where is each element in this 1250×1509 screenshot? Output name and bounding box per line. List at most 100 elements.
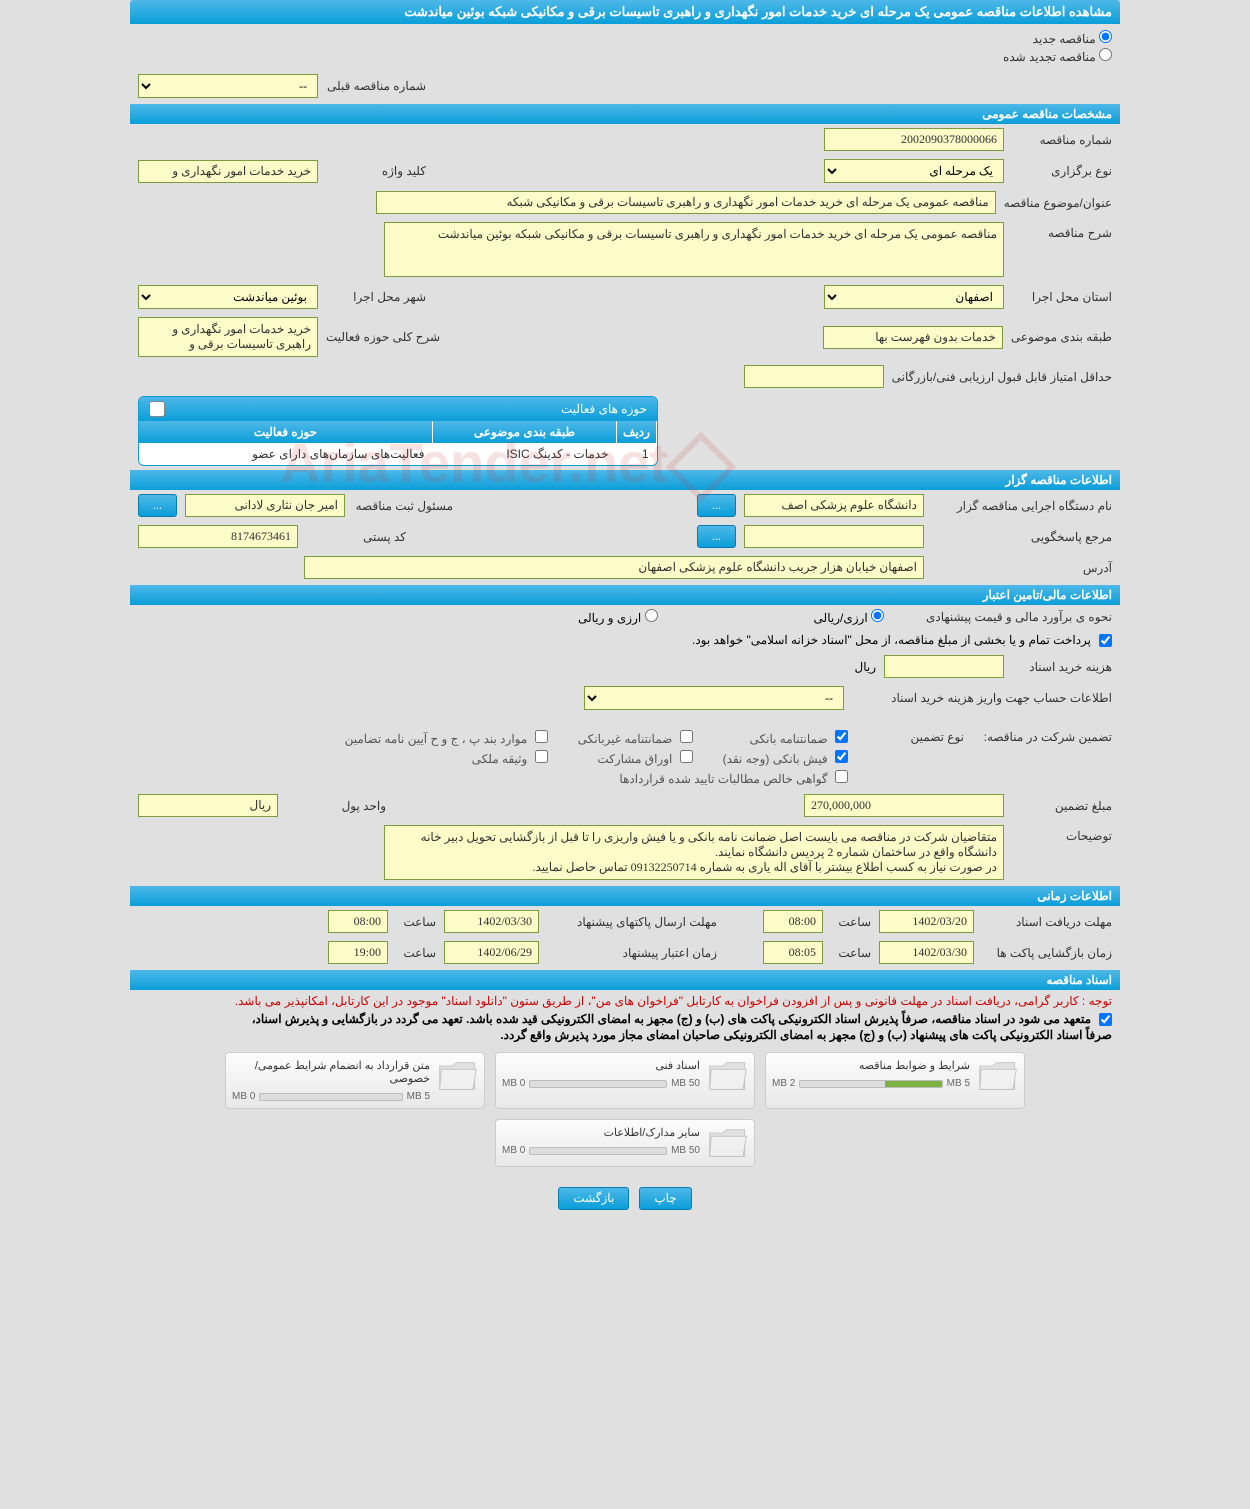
chk-bank-guarantee[interactable]: ضمانتنامه بانکی <box>723 730 848 746</box>
doc-total: 50 MB <box>671 1145 700 1156</box>
category-input[interactable] <box>823 326 1003 349</box>
contact-lookup-button[interactable]: ... <box>697 525 736 548</box>
keyword-label: کلید واژه <box>326 164 426 178</box>
table-row: 1 خدمات - کدینگ ISIC فعالیت‌های سازمان‌ه… <box>139 443 657 465</box>
doc-title: سایر مدارک/اطلاعات <box>502 1126 700 1139</box>
min-score-input[interactable] <box>744 365 884 388</box>
radio-new-label: مناقصه جدید <box>1033 32 1096 46</box>
time-label-2: ساعت <box>396 915 436 929</box>
back-button[interactable]: بازگشت <box>558 1187 629 1210</box>
guarantee-amount-input[interactable] <box>804 794 1004 817</box>
activity-desc-textarea[interactable]: خرید خدمات امور نگهداری و راهبری تاسیسات… <box>138 317 318 357</box>
validity-date[interactable] <box>444 941 539 964</box>
validity-time[interactable] <box>328 941 388 964</box>
chk-securities[interactable]: اوراق مشارکت <box>578 750 693 766</box>
doc-cost-input[interactable] <box>884 655 1004 678</box>
chk-nonbank-guarantee[interactable]: ضمانتنامه غیربانکی <box>578 730 693 746</box>
doc-used: 0 MB <box>232 1091 255 1102</box>
radio-currency[interactable]: ارزی و ریالی <box>578 609 658 625</box>
registrar-input[interactable] <box>185 494 345 517</box>
keyword-input[interactable] <box>138 160 318 183</box>
notes-label: توضیحات <box>1012 825 1112 843</box>
contact-label: مرجع پاسخگویی <box>932 530 1112 544</box>
currency-unit-input[interactable] <box>138 794 278 817</box>
folder-icon <box>978 1059 1018 1093</box>
registrar-label: مسئول ثبت مناقصه <box>353 499 453 513</box>
doc-total: 5 MB <box>947 1078 970 1089</box>
chk-property[interactable]: وثیقه ملکی <box>345 750 548 766</box>
prev-tender-select[interactable]: -- <box>138 74 318 98</box>
doc-receive-label: مهلت دریافت اسناد <box>982 915 1112 929</box>
payment-checkbox[interactable] <box>1099 634 1112 647</box>
notes-textarea[interactable]: متقاضیان شرکت در مناقصه می بایست اصل ضما… <box>384 825 1004 880</box>
chk-bylaw[interactable]: موارد بند پ ، ج و ح آیین نامه تضامین <box>345 730 548 746</box>
packet-send-date[interactable] <box>444 910 539 933</box>
folder-icon <box>708 1126 748 1160</box>
progress-bar <box>529 1147 667 1155</box>
holding-type-select[interactable]: یک مرحله ای <box>824 159 1004 183</box>
doc-title: اسناد فنی <box>502 1059 700 1072</box>
print-button[interactable]: چاپ <box>639 1187 691 1210</box>
postal-input[interactable] <box>138 525 298 548</box>
doc-total: 50 MB <box>671 1078 700 1089</box>
folder-icon <box>708 1059 748 1093</box>
description-textarea[interactable]: مناقصه عمومی یک مرحله ای خرید خدمات امور… <box>384 222 1004 277</box>
min-score-label: حداقل امتیاز قابل قبول ارزیابی فنی/بازرگ… <box>892 370 1112 384</box>
red-note: توجه : کاربر گرامی، دریافت اسناد در مهلت… <box>130 990 1120 1012</box>
activity-desc-label: شرح کلی حوزه فعالیت <box>326 330 440 344</box>
doc-cost-label: هزینه خرید اسناد <box>1012 660 1112 674</box>
doc-used: 0 MB <box>502 1145 525 1156</box>
doc-receive-date[interactable] <box>879 910 974 933</box>
doc-receive-time[interactable] <box>763 910 823 933</box>
doc-used: 0 MB <box>502 1078 525 1089</box>
account-label: اطلاعات حساب جهت واریز هزینه خرید اسناد <box>852 691 1112 705</box>
registrar-lookup-button[interactable]: ... <box>138 494 177 517</box>
doc-card[interactable]: شرایط و ضوابط مناقصه5 MB2 MB <box>765 1052 1025 1109</box>
exec-org-lookup-button[interactable]: ... <box>697 494 736 517</box>
black-note-2: صرفاً اسناد الکترونیکی پاکت های پیشنهاد … <box>130 1026 1120 1044</box>
subject-input[interactable] <box>376 191 996 214</box>
black-note-1: متعهد می شود در اسناد مناقصه، صرفاً پذیر… <box>252 1012 1091 1026</box>
time-label-1: ساعت <box>831 915 871 929</box>
radio-renewed-tender[interactable]: مناقصه تجدید شده <box>138 48 1112 64</box>
doc-card[interactable]: سایر مدارک/اطلاعات 50 MB 0 MB <box>495 1119 755 1167</box>
opening-date[interactable] <box>879 941 974 964</box>
tender-no-input[interactable] <box>824 128 1004 151</box>
account-select[interactable]: -- <box>584 686 844 710</box>
th-field: حوزه فعالیت <box>139 421 432 443</box>
subject-label: عنوان/موضوع مناقصه <box>1004 196 1112 210</box>
address-label: آدرس <box>932 561 1112 575</box>
currency-unit-label: واحد پول <box>286 799 386 813</box>
progress-bar <box>799 1080 942 1088</box>
doc-cost-unit: ریال <box>854 660 876 674</box>
payment-note: پرداخت تمام و یا بخشی از مبلغ مناقصه، از… <box>692 633 1091 647</box>
chk-net-receivables[interactable]: گواهی خالص مطالبات تایید شده قراردادها <box>345 770 848 786</box>
exec-org-input[interactable] <box>744 494 924 517</box>
commitment-checkbox[interactable] <box>1099 1013 1112 1026</box>
doc-card[interactable]: متن قرارداد به انضمام شرایط عمومی/خصوصی5… <box>225 1052 485 1109</box>
chk-bank-receipt[interactable]: فیش بانکی (وجه نقد) <box>723 750 848 766</box>
radio-rial[interactable]: ارزی/ریالی <box>814 609 884 625</box>
section-general: مشخصات مناقصه عمومی <box>130 104 1120 124</box>
contact-input[interactable] <box>744 525 924 548</box>
category-label: طبقه بندی موضوعی <box>1011 330 1112 344</box>
tender-no-label: شماره مناقصه <box>1012 133 1112 147</box>
validity-label: زمان اعتبار پیشنهاد <box>547 946 717 960</box>
doc-card[interactable]: اسناد فنی 50 MB 0 MB <box>495 1052 755 1109</box>
section-docs: اسناد مناقصه <box>130 970 1120 990</box>
city-select[interactable]: بوئین میاندشت <box>138 285 318 309</box>
th-row: ردیف <box>617 421 657 443</box>
guarantee-amount-label: مبلغ تضمین <box>1012 799 1112 813</box>
packet-send-time[interactable] <box>328 910 388 933</box>
folder-icon <box>438 1059 478 1093</box>
opening-time[interactable] <box>763 941 823 964</box>
province-select[interactable]: اصفهان <box>824 285 1004 309</box>
section-timing: اطلاعات زمانی <box>130 886 1120 906</box>
radio-renewed-label: مناقصه تجدید شده <box>1003 50 1096 64</box>
radio-new-tender[interactable]: مناقصه جدید <box>138 30 1112 46</box>
doc-used: 2 MB <box>772 1078 795 1089</box>
collapse-icon[interactable]: ▴ <box>149 401 165 417</box>
address-input[interactable] <box>304 556 924 579</box>
packet-send-label: مهلت ارسال پاکتهای پیشنهاد <box>547 915 717 929</box>
guarantee-type-label: نوع تضمین <box>864 730 964 744</box>
